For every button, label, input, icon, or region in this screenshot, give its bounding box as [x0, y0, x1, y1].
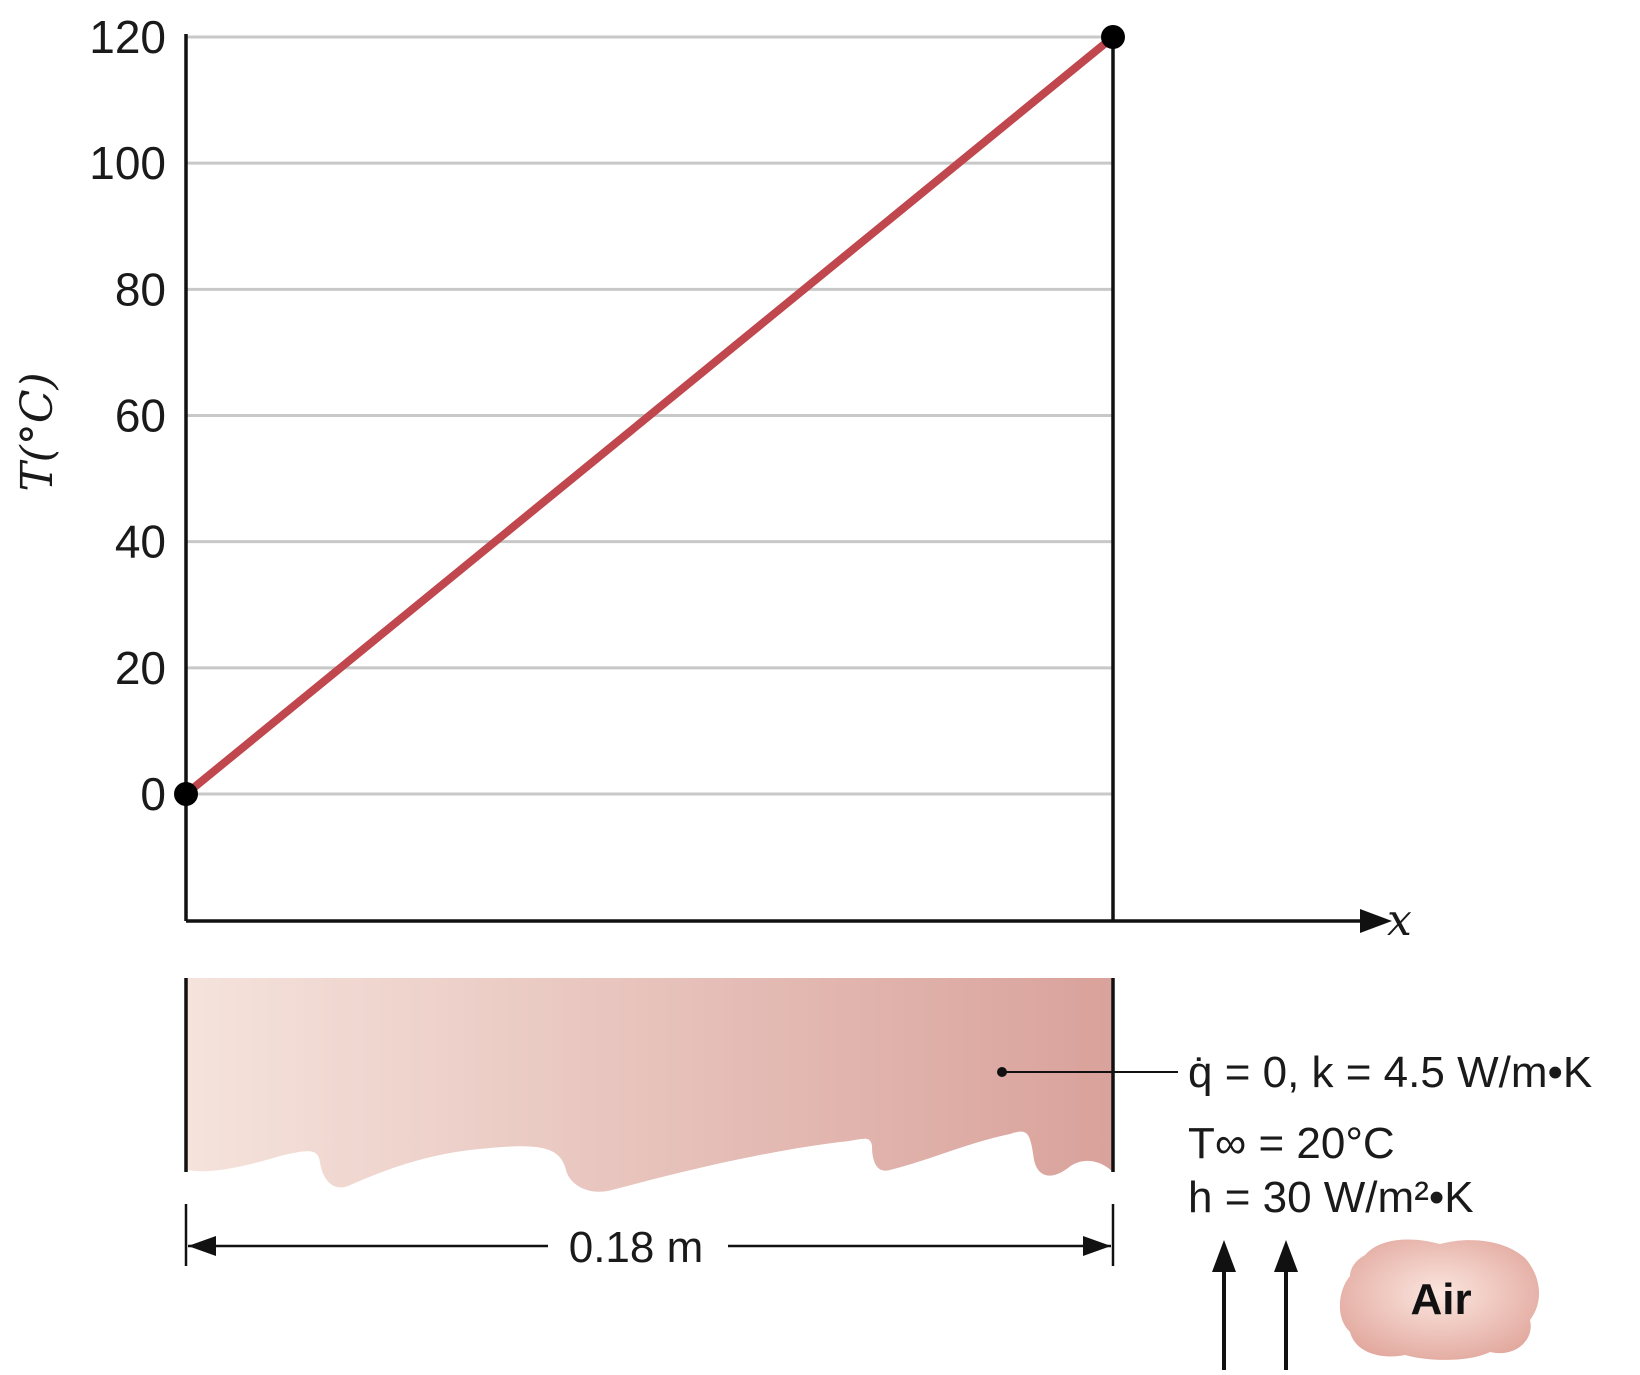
y-tick-label: 40	[115, 516, 166, 568]
data-point	[174, 782, 198, 806]
y-tick-label: 0	[140, 768, 166, 820]
y-tick-label: 60	[115, 390, 166, 442]
air-label: Air	[1410, 1275, 1471, 1324]
slab-properties: q̇ = 0, k = 4.5 W/m•K	[1188, 1048, 1592, 1097]
y-tick-label: 100	[89, 137, 166, 189]
air-flow-arrowhead-1	[1212, 1240, 1236, 1272]
y-tick-label: 120	[89, 11, 166, 63]
data-point	[1101, 25, 1125, 49]
slab-body	[186, 978, 1113, 1192]
y-tick-label: 20	[115, 642, 166, 694]
ambient-temperature: T∞ = 20°C	[1188, 1119, 1395, 1168]
series-layer	[174, 25, 1125, 806]
air-flow-arrowhead-2	[1274, 1240, 1298, 1272]
thickness-label: 0.18 m	[569, 1223, 704, 1272]
temperature-line	[182, 33, 1117, 798]
dim-arrow-right	[1083, 1236, 1111, 1256]
y-tick-labels: 0 20 40 60 80 100 120	[89, 11, 166, 820]
y-axis-label: T(°C)	[12, 372, 63, 491]
air-cloud	[1339, 1239, 1540, 1360]
x-axis-label: x	[1387, 895, 1412, 946]
x-axis-arrowhead	[1360, 909, 1392, 933]
convection-coefficient: h = 30 W/m²•K	[1188, 1173, 1474, 1222]
y-tick-label: 80	[115, 263, 166, 315]
dim-arrow-left	[188, 1236, 216, 1256]
